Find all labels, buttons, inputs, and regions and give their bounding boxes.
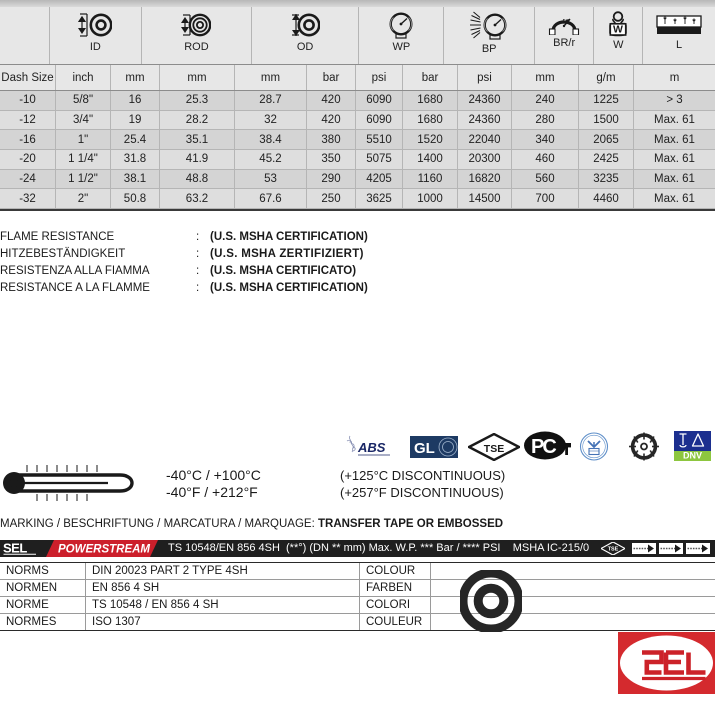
svg-text:TSE: TSE xyxy=(484,443,504,455)
svg-text:W: W xyxy=(613,23,623,35)
svg-text:PC: PC xyxy=(531,436,556,458)
svg-text:ABS: ABS xyxy=(357,440,386,455)
svg-text:GL: GL xyxy=(414,440,435,457)
svg-text:DNV: DNV xyxy=(683,451,702,461)
svg-text:TSE: TSE xyxy=(608,547,619,553)
svg-text:SEL: SEL xyxy=(3,541,27,556)
svg-text:POWERSTREAM: POWERSTREAM xyxy=(58,544,150,556)
